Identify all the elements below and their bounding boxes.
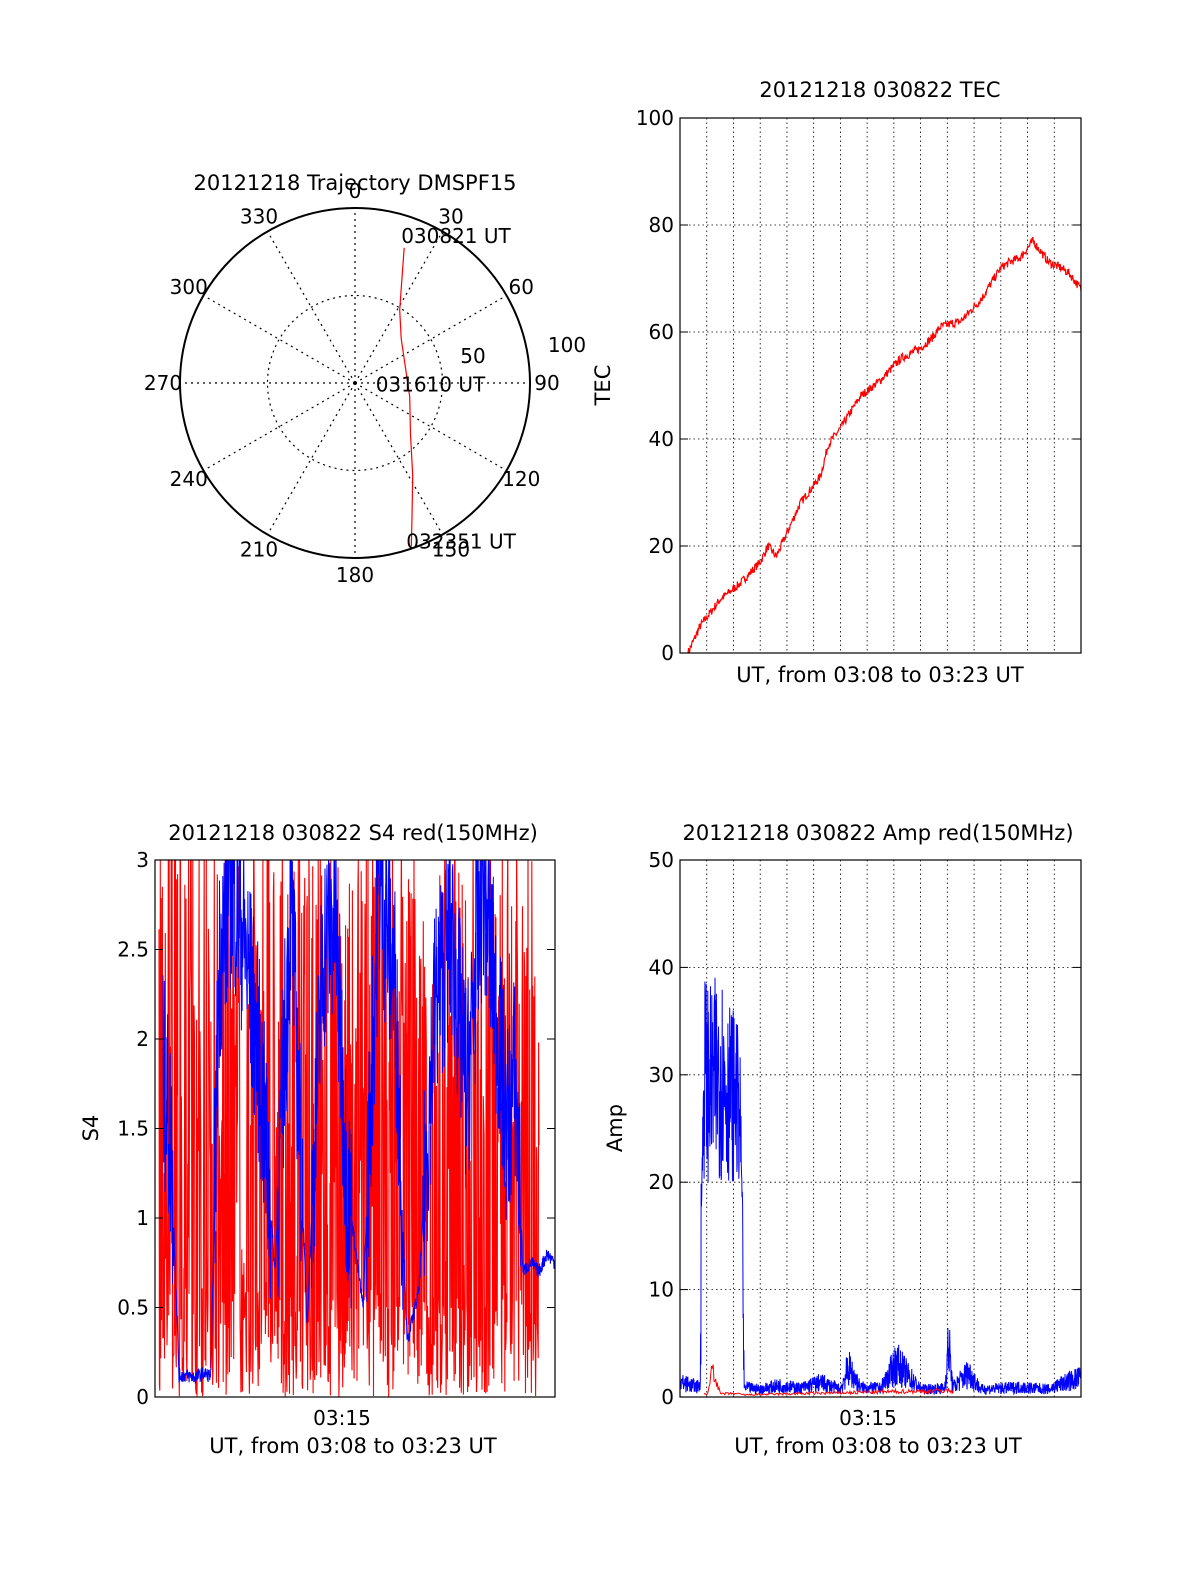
polar-angle-label: 330	[240, 205, 278, 229]
tec-frame	[679, 117, 1082, 654]
s4-ytick-label: 2.5	[117, 938, 149, 962]
polar-spoke	[266, 231, 356, 384]
tec-y-ticks: 0 20 40 60 80 100	[636, 106, 1081, 665]
amp-ytick-label: 40	[649, 955, 674, 979]
polar-spoke	[354, 382, 507, 472]
s4-frame	[154, 859, 556, 1398]
amp-xlabel: UT, from 03:08 to 03:23 UT	[734, 1434, 1022, 1458]
amp-panel: 20121218 030822 Amp red(150MHz) 0 10 20 30 4…	[603, 821, 1082, 1458]
tec-ytick-label: 0	[661, 641, 674, 665]
amp-ytick-label: 50	[649, 848, 674, 872]
amp-ytick-label: 30	[649, 1063, 674, 1087]
polar-angle-label: 90	[534, 371, 559, 395]
polar-inner-circle	[266, 294, 444, 472]
polar-spoke	[354, 294, 507, 384]
trajectory-annotation-start: 030821 UT	[401, 224, 511, 248]
s4-series-blue	[162, 860, 555, 1384]
trajectory-line	[399, 247, 414, 547]
trajectory-annotation-mid: 031610 UT	[376, 372, 486, 396]
s4-ytick-label: 0.5	[117, 1296, 149, 1320]
s4-title: 20121218 030822 S4 red(150MHz)	[168, 821, 538, 845]
polar-title: 20121218 Trajectory DMSPF15	[193, 171, 516, 195]
polar-radius-label-100: 100	[548, 333, 586, 357]
s4-ytick-label: 1.5	[117, 1117, 149, 1141]
tec-ytick-label: 60	[649, 320, 674, 344]
polar-spoke	[266, 382, 356, 535]
amp-title: 20121218 030822 Amp red(150MHz)	[682, 821, 1073, 845]
amp-ytick-label: 20	[649, 1170, 674, 1194]
polar-spoke	[354, 231, 444, 384]
s4-series-red	[158, 860, 540, 1397]
polar-panel: 20121218 Trajectory DMSPF15 0 30 60 90 120 15…	[144, 171, 586, 587]
s4-ytick-label: 1	[136, 1206, 149, 1230]
polar-spoke	[203, 382, 356, 472]
s4-y-ticks: 0 0.5 1 1.5 2 2.5 3	[117, 848, 555, 1409]
amp-ytick-label: 0	[661, 1385, 674, 1409]
amp-ylabel: Amp	[603, 1104, 627, 1152]
tec-title: 20121218 030822 TEC	[759, 78, 1000, 102]
polar-angle-label: 300	[170, 275, 208, 299]
tec-ylabel: TEC	[591, 365, 615, 407]
amp-ytick-label: 10	[649, 1278, 674, 1302]
tec-ytick-label: 100	[636, 106, 674, 130]
polar-angle-label: 120	[502, 467, 540, 491]
s4-ytick-label: 2	[136, 1027, 149, 1051]
amp-frame	[679, 859, 1082, 1398]
tec-ytick-label: 80	[649, 213, 674, 237]
amp-grid	[680, 860, 1081, 1397]
polar-angle-label: 150	[432, 537, 470, 561]
tec-ytick-label: 40	[649, 427, 674, 451]
polar-angle-label: 270	[144, 371, 182, 395]
polar-radius-label-50: 50	[460, 344, 485, 368]
polar-spoke	[354, 382, 444, 535]
s4-plot-area	[158, 860, 555, 1397]
polar-grid	[179, 207, 531, 559]
polar-angle-label: 180	[336, 563, 374, 587]
s4-ylabel: S4	[79, 1115, 103, 1142]
tec-panel: 20121218 030822 TEC 0 20 40 60 80 100 TEC UT,…	[591, 78, 1082, 687]
polar-spoke	[203, 294, 356, 384]
tec-series-line	[687, 236, 1082, 654]
s4-series-group	[158, 860, 555, 1397]
s4-ytick-label: 0	[136, 1385, 149, 1409]
amp-xtick-0315: 03:15	[839, 1406, 897, 1430]
tec-grid	[680, 118, 1081, 653]
amp-series-red	[703, 1364, 954, 1397]
s4-xtick-0315: 03:15	[313, 1406, 371, 1430]
polar-angle-label: 210	[240, 537, 278, 561]
trajectory-annotation-end: 032351 UT	[406, 530, 516, 554]
tec-ytick-label: 20	[649, 534, 674, 558]
polar-angle-label: 240	[170, 467, 208, 491]
polar-angle-label: 0	[349, 179, 362, 203]
amp-plot-area	[679, 977, 1082, 1397]
amp-series-blue	[679, 977, 1082, 1396]
polar-angle-label: 30	[438, 205, 463, 229]
tec-xlabel: UT, from 03:08 to 03:23 UT	[736, 663, 1024, 687]
s4-xlabel: UT, from 03:08 to 03:23 UT	[209, 1434, 497, 1458]
polar-angle-labels: 0 30 60 90 120 150 180 210 240 270 300 330	[144, 179, 560, 587]
s4-panel: 20121218 030822 S4 red(150MHz) 0 0.5 1 1.5 2…	[79, 821, 556, 1458]
polar-angle-label: 60	[509, 275, 534, 299]
s4-ytick-label: 3	[136, 848, 149, 872]
